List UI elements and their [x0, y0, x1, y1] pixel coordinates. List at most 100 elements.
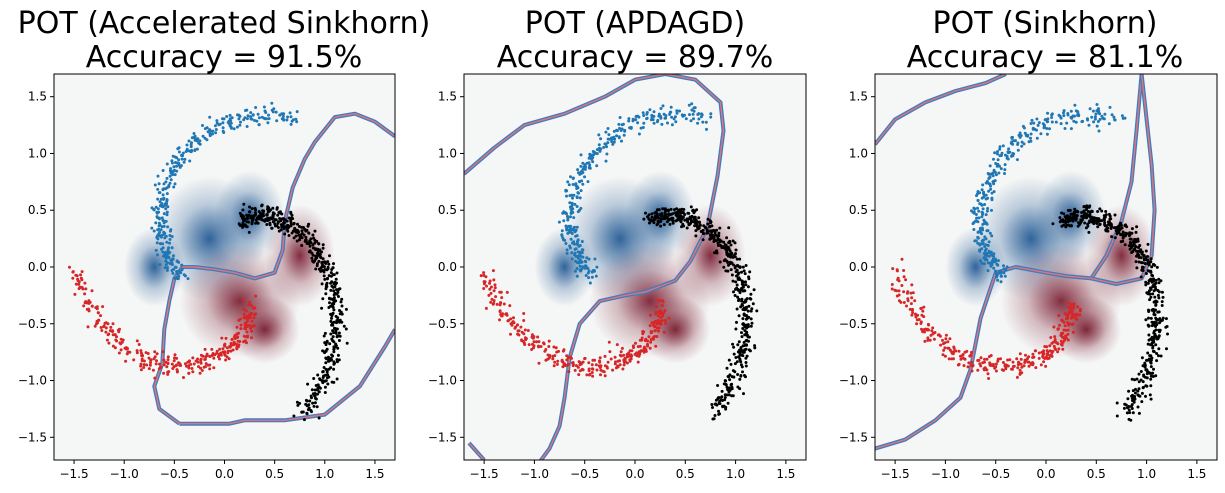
scatter-point [599, 373, 602, 377]
scatter-point [922, 315, 926, 319]
scatter-point [257, 123, 261, 127]
scatter-point [986, 207, 990, 210]
scatter-point [695, 208, 699, 212]
scatter-point [666, 209, 670, 213]
blue-probability-blob [945, 227, 1006, 307]
scatter-point [900, 257, 904, 261]
scatter-point [312, 377, 316, 380]
scatter-point [252, 324, 256, 328]
scatter-point [662, 223, 666, 227]
scatter-point [1133, 237, 1137, 241]
scatter-point [983, 222, 987, 225]
scatter-point [208, 355, 212, 358]
scatter-point [1104, 229, 1108, 233]
scatter-point [1152, 339, 1155, 343]
scatter-point [221, 121, 225, 125]
scatter-point [735, 360, 739, 364]
scatter-point [220, 336, 224, 340]
scatter-point [992, 182, 996, 186]
scatter-point [982, 238, 985, 242]
scatter-point [1043, 345, 1047, 348]
scatter-point [743, 272, 747, 276]
scatter-point [1065, 224, 1068, 227]
scatter-point [1103, 224, 1107, 228]
clipped-layer [464, 74, 759, 460]
series-unlabeled-spiral-arm [1051, 204, 1169, 422]
scatter-point [602, 145, 606, 149]
scatter-point [726, 375, 730, 378]
scatter-point [214, 128, 218, 131]
scatter-point [245, 225, 249, 229]
scatter-point [692, 117, 695, 121]
scatter-point [338, 334, 342, 338]
scatter-point [1062, 212, 1066, 216]
scatter-point [216, 355, 220, 359]
scatter-point [598, 356, 602, 360]
scatter-point [1029, 136, 1032, 140]
scatter-point [622, 353, 626, 357]
scatter-point [154, 221, 158, 225]
scatter-point [1146, 281, 1150, 285]
scatter-point [727, 393, 731, 397]
scatter-point [597, 143, 601, 147]
scatter-point [1135, 253, 1139, 257]
scatter-point [236, 113, 239, 117]
scatter-point [1037, 121, 1041, 125]
scatter-point [82, 304, 86, 308]
scatter-point [286, 115, 290, 119]
scatter-point [627, 117, 631, 121]
scatter-point [1115, 232, 1119, 236]
scatter-point [162, 182, 166, 186]
scatter-point [625, 361, 629, 365]
scatter-point [1068, 306, 1072, 310]
scatter-point [198, 142, 202, 146]
scatter-point [618, 353, 622, 357]
scatter-point [115, 335, 118, 339]
scatter-point [569, 237, 573, 241]
scatter-point [333, 345, 337, 349]
scatter-point [733, 266, 737, 270]
scatter-point [169, 171, 173, 175]
scatter-point [323, 385, 327, 389]
scatter-point [119, 342, 123, 346]
scatter-point [564, 188, 568, 192]
scatter-point [307, 403, 311, 407]
scatter-point [1147, 338, 1151, 342]
scatter-point [1091, 109, 1095, 113]
scatter-point [706, 222, 710, 226]
scatter-point [1008, 150, 1012, 154]
scatter-point [139, 364, 143, 368]
scatter-point [1127, 405, 1131, 408]
scatter-point [595, 148, 599, 152]
scatter-point [587, 361, 591, 365]
scatter-point [1010, 154, 1014, 158]
scatter-point [663, 207, 667, 211]
scatter-point [154, 248, 158, 252]
x-tick-label: 0.0 [1036, 467, 1055, 481]
scatter-point [581, 265, 585, 269]
scatter-point [1022, 126, 1026, 130]
y-tick-label: 1.5 [28, 90, 47, 104]
scatter-point [1011, 142, 1015, 146]
scatter-point [165, 176, 169, 180]
scatter-point [204, 362, 208, 366]
scatter-point [547, 339, 551, 343]
scatter-point [269, 208, 272, 212]
scatter-point [1074, 120, 1078, 124]
scatter-point [201, 134, 205, 138]
scatter-point [103, 321, 107, 325]
scatter-point [330, 316, 333, 320]
scatter-point [663, 116, 667, 120]
scatter-point [262, 214, 266, 218]
scatter-point [565, 354, 569, 358]
scatter-point [944, 337, 948, 341]
scatter-point [553, 360, 557, 364]
scatter-point [628, 359, 632, 363]
scatter-point [1153, 334, 1157, 338]
scatter-point [287, 216, 291, 220]
scatter-point [488, 287, 492, 291]
scatter-point [986, 372, 990, 376]
scatter-point [1018, 371, 1022, 375]
scatter-point [195, 139, 199, 143]
scatter-point [709, 112, 713, 116]
